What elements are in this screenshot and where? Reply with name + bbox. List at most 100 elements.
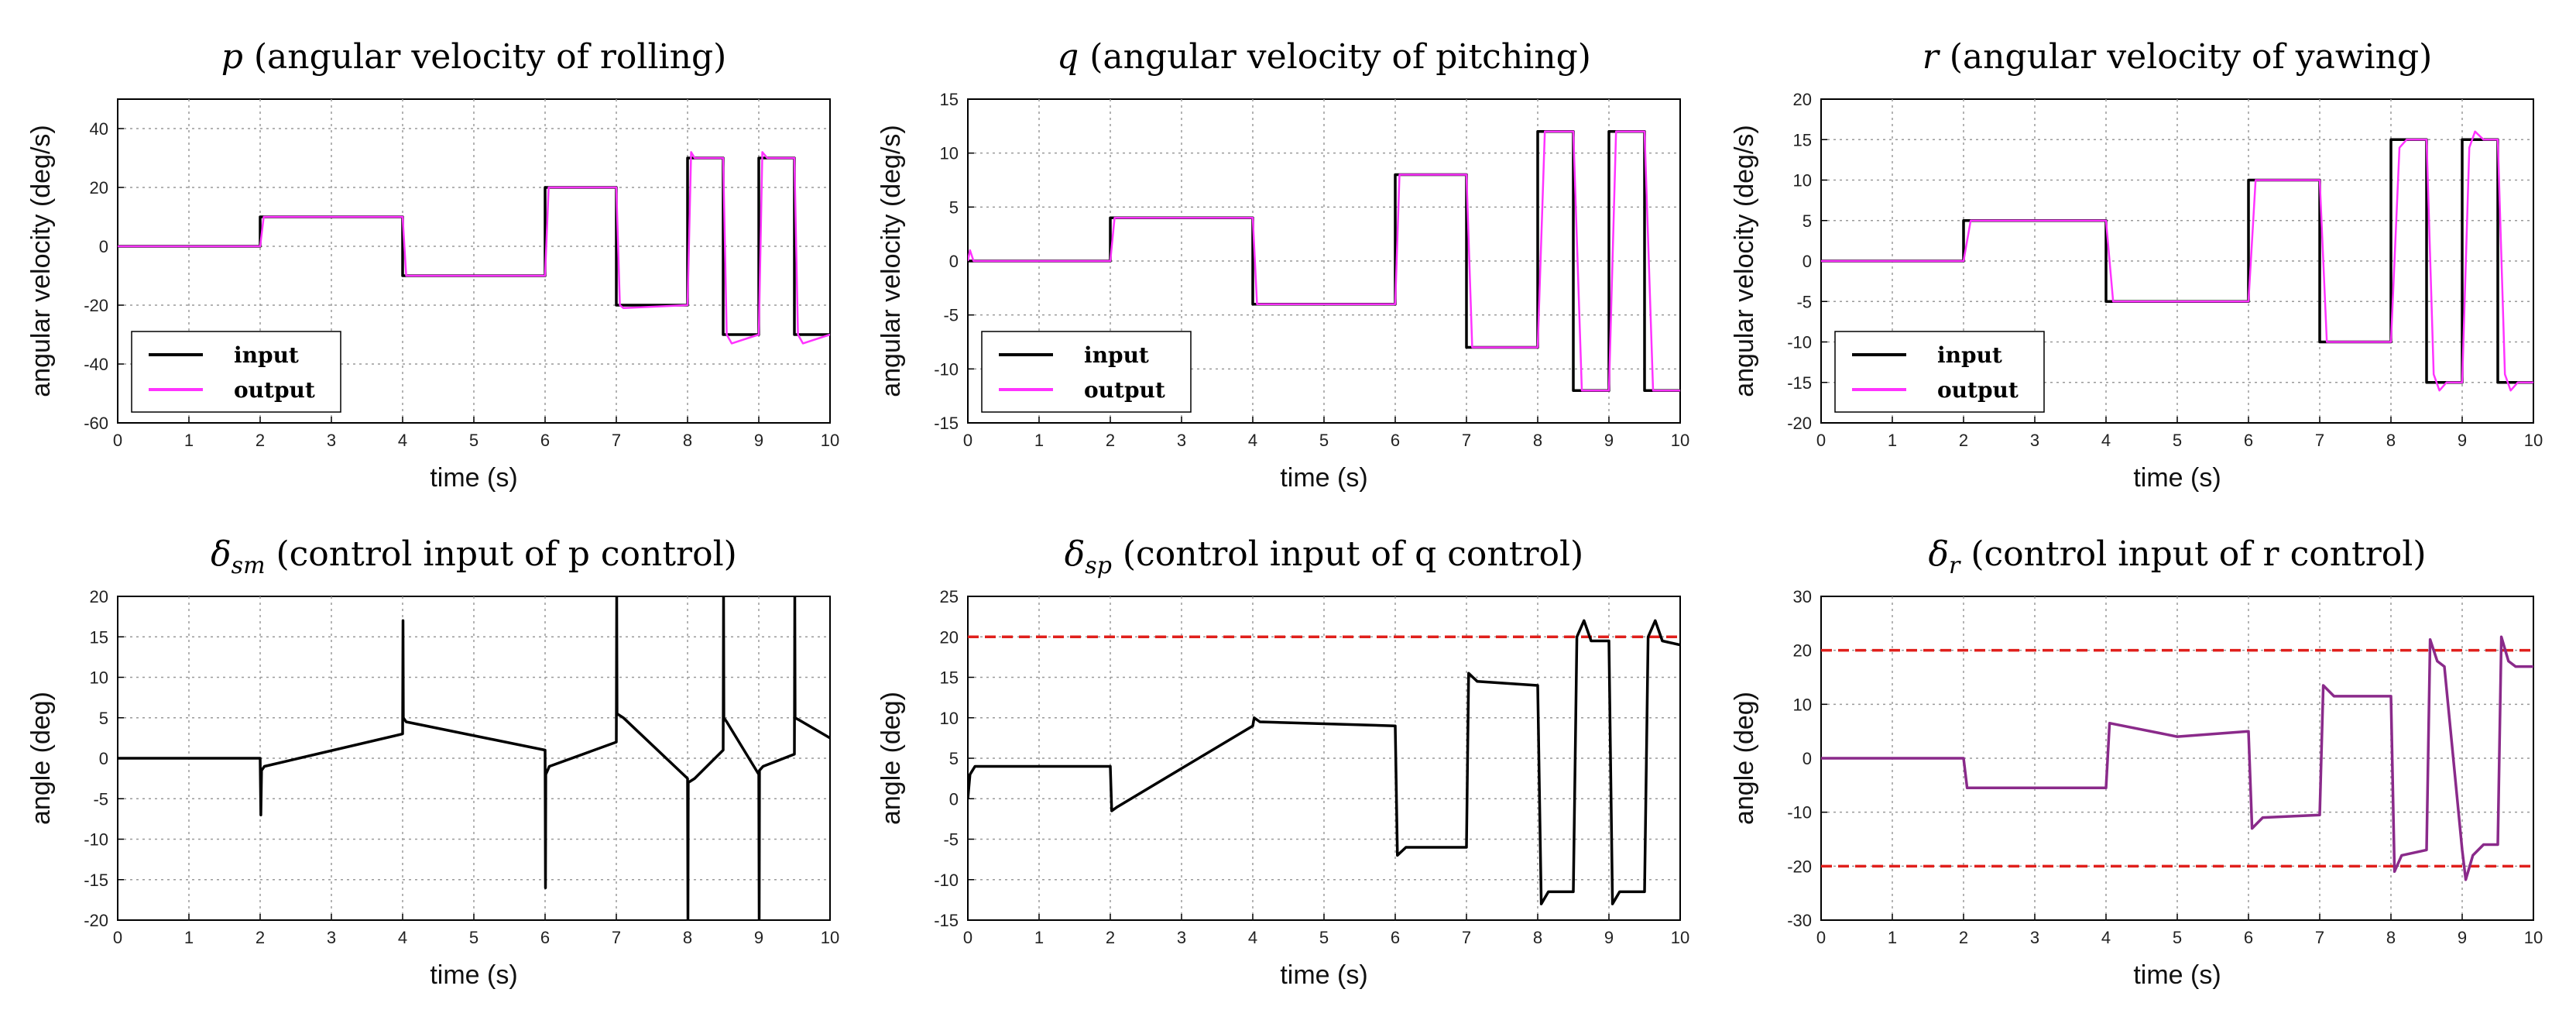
- y-tick-label: 20: [1793, 90, 1812, 109]
- x-tick-label: 10: [821, 928, 839, 947]
- legend-box: [981, 331, 1192, 413]
- x-tick-label: 7: [612, 431, 621, 450]
- y-tick-label: 15: [1793, 130, 1812, 149]
- y-tick-label: -20: [1787, 857, 1812, 876]
- legend-box: [131, 331, 341, 413]
- y-tick-label: 40: [90, 119, 108, 139]
- x-tick-label: 4: [2101, 928, 2111, 947]
- y-tick-label: 15: [940, 90, 959, 109]
- x-tick-label: 1: [1888, 928, 1897, 947]
- x-tick-label: 4: [1248, 928, 1257, 947]
- chart-title: r (angular velocity of yawing): [1923, 37, 2433, 77]
- series-line-output: [118, 151, 830, 345]
- y-tick-label: 10: [1793, 171, 1812, 191]
- x-tick-label: 2: [1106, 928, 1115, 947]
- x-tick-label: 5: [469, 928, 478, 947]
- y-axis-label: angular velocity (deg/s): [1730, 125, 1759, 397]
- legend-box: [1834, 331, 2045, 413]
- chart-panel-5: 0 1 2 3 4 5 6 7 8 9 10 -15 -10 -5 0 5 10 15 20 25 δsp (contr…: [876, 534, 1689, 990]
- x-tick-label: 10: [2524, 928, 2543, 947]
- x-tick-label: 5: [1319, 928, 1329, 947]
- x-tick-label: 0: [113, 928, 122, 947]
- y-tick-label: -5: [943, 830, 959, 850]
- x-axis-label: time (s): [1280, 463, 1367, 493]
- y-axis-label: angle (deg): [26, 692, 56, 825]
- x-tick-label: 3: [327, 928, 336, 947]
- legend-label-input: input: [234, 342, 299, 368]
- series-line-control-input: [118, 596, 830, 920]
- x-tick-label: 7: [2315, 431, 2324, 450]
- chart-title: q (angular velocity of pitching): [1057, 37, 1591, 77]
- y-tick-label: 20: [90, 587, 108, 606]
- x-tick-label: 3: [1177, 928, 1186, 947]
- x-tick-label: 4: [1248, 431, 1257, 450]
- y-tick-label: 0: [99, 237, 108, 256]
- y-tick-label: -10: [84, 830, 108, 850]
- y-tick-label: 5: [949, 198, 959, 217]
- y-tick-label: -5: [1796, 292, 1812, 311]
- x-tick-label: 4: [398, 431, 407, 450]
- x-tick-label: 3: [2030, 928, 2039, 947]
- legend: input output: [1834, 331, 2045, 413]
- x-tick-label: 0: [113, 431, 122, 450]
- chart-title: δr (control input of r control): [1928, 534, 2426, 579]
- legend-label-output: output: [1084, 377, 1165, 403]
- x-tick-label: 9: [1604, 928, 1614, 947]
- y-tick-label: -10: [1787, 333, 1812, 352]
- series-line-control-input: [968, 619, 1680, 905]
- title-text: (angular velocity of pitching): [1079, 37, 1591, 77]
- y-tick-label: -30: [1787, 911, 1812, 930]
- x-tick-label: 8: [683, 928, 692, 947]
- x-tick-label: 0: [963, 928, 972, 947]
- title-text: (angular velocity of rolling): [243, 37, 726, 77]
- x-axis-label: time (s): [430, 960, 517, 990]
- chart-title: p (angular velocity of rolling): [221, 37, 727, 77]
- title-subscript: r: [1949, 552, 1961, 579]
- x-tick-label: 2: [1959, 928, 1968, 947]
- title-text: (control input of q control): [1112, 534, 1583, 574]
- x-tick-label: 0: [1816, 928, 1826, 947]
- y-tick-label: 10: [1793, 695, 1812, 714]
- y-tick-label: 5: [99, 709, 108, 728]
- x-tick-label: 2: [256, 928, 265, 947]
- x-tick-label: 3: [327, 431, 336, 450]
- x-tick-label: 6: [2244, 431, 2253, 450]
- y-tick-label: -15: [1787, 373, 1812, 393]
- title-text: (angular velocity of yawing): [1939, 37, 2433, 77]
- x-axis-label: time (s): [2133, 960, 2221, 990]
- y-tick-label: -40: [84, 355, 108, 374]
- x-tick-label: 10: [821, 431, 839, 450]
- y-tick-label: 10: [940, 144, 959, 163]
- x-tick-label: 6: [540, 928, 550, 947]
- x-tick-label: 10: [1671, 431, 1689, 450]
- x-tick-label: 6: [540, 431, 550, 450]
- x-tick-label: 4: [398, 928, 407, 947]
- legend: input output: [981, 331, 1192, 413]
- y-tick-label: -20: [84, 296, 108, 315]
- y-tick-label: 10: [940, 709, 959, 728]
- x-tick-label: 8: [683, 431, 692, 450]
- x-tick-label: 9: [2458, 928, 2467, 947]
- y-tick-label: -10: [1787, 803, 1812, 823]
- series-line-output: [968, 130, 1680, 392]
- x-tick-label: 7: [612, 928, 621, 947]
- chart-panel-1: 0 1 2 3 4 5 6 7 8 9 10 -60 -40 -20 0 20 40 p (angular vel…: [26, 37, 839, 493]
- x-tick-label: 5: [2173, 431, 2182, 450]
- x-tick-label: 1: [184, 431, 194, 450]
- y-tick-label: 5: [1803, 211, 1812, 231]
- x-tick-label: 5: [469, 431, 478, 450]
- y-axis-label: angular velocity (deg/s): [26, 125, 56, 397]
- x-tick-label: 9: [2458, 431, 2467, 450]
- series-line-output: [1821, 130, 2533, 392]
- x-tick-label: 1: [1888, 431, 1897, 450]
- title-symbol: δ: [1928, 534, 1949, 574]
- chart-panel-2: 0 1 2 3 4 5 6 7 8 9 10 -15 -10 -5 0 5 10 15 q (angular vel…: [876, 37, 1689, 493]
- y-tick-label: 0: [949, 252, 959, 271]
- x-tick-label: 7: [1462, 431, 1471, 450]
- y-tick-label: 5: [949, 749, 959, 768]
- y-tick-label: 0: [1803, 749, 1812, 768]
- y-tick-label: -15: [934, 911, 959, 930]
- y-axis-label: angular velocity (deg/s): [876, 125, 906, 397]
- y-axis-label: angle (deg): [876, 692, 906, 825]
